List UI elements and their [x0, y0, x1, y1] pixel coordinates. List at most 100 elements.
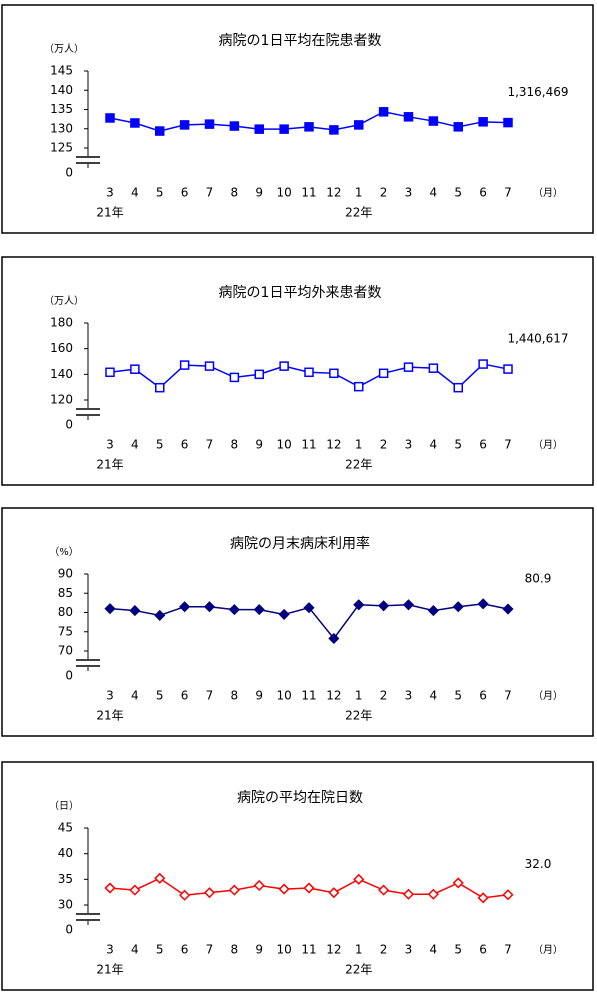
- x-tick-label: 5: [156, 438, 164, 452]
- x-tick-label: 3: [106, 438, 114, 452]
- marker: [354, 381, 364, 392]
- x-tick-label: 6: [479, 689, 487, 703]
- marker: [353, 873, 365, 885]
- x-tick-label: 4: [430, 186, 438, 200]
- year-label: 21年: [96, 709, 123, 723]
- x-unit-label: （月）: [533, 690, 563, 702]
- y-unit-label: （万人）: [44, 43, 84, 55]
- year-label: 21年: [96, 963, 123, 977]
- y-tick-label: 160: [50, 341, 73, 355]
- x-tick-label: 11: [301, 689, 316, 703]
- marker: [203, 601, 216, 613]
- x-tick-label: 8: [231, 438, 239, 452]
- marker: [279, 124, 289, 134]
- marker: [403, 112, 414, 122]
- y-tick-label: 80: [58, 605, 73, 619]
- x-tick-label: 7: [504, 943, 512, 957]
- chart-title: 病院の1日平均在院患者数: [219, 33, 382, 49]
- x-tick-label: 6: [479, 186, 487, 200]
- marker: [453, 122, 463, 132]
- marker: [477, 892, 489, 904]
- x-tick-label: 7: [504, 689, 512, 703]
- x-tick-label: 4: [430, 943, 438, 957]
- marker: [279, 361, 289, 371]
- x-tick-label: 3: [106, 186, 114, 200]
- x-tick-label: 7: [206, 186, 214, 200]
- marker: [452, 601, 464, 613]
- x-tick-label: 5: [156, 689, 164, 703]
- marker: [353, 599, 365, 611]
- y-zero-label: 0: [65, 669, 73, 683]
- x-tick-label: 11: [301, 186, 316, 200]
- y-zero-label: 0: [65, 418, 73, 432]
- x-tick-label: 4: [131, 689, 139, 703]
- x-tick-label: 4: [131, 186, 139, 200]
- marker: [329, 125, 339, 135]
- chart-title: 病院の1日平均外来患者数: [219, 285, 382, 301]
- marker: [105, 367, 115, 378]
- marker: [403, 362, 414, 372]
- marker: [428, 363, 439, 373]
- x-tick-label: 3: [405, 186, 413, 200]
- x-tick-label: 12: [326, 689, 341, 703]
- marker: [229, 372, 240, 383]
- marker: [253, 604, 265, 616]
- x-unit-label: （月）: [533, 944, 563, 956]
- marker: [278, 608, 290, 620]
- marker: [378, 107, 389, 117]
- x-tick-label: 3: [106, 943, 114, 957]
- x-tick-label: 6: [181, 186, 189, 200]
- y-tick-label: 140: [50, 83, 73, 97]
- y-unit-label: （%）: [49, 546, 79, 558]
- x-tick-label: 3: [405, 438, 413, 452]
- marker: [502, 603, 514, 615]
- panel-frame: [1, 256, 594, 486]
- x-tick-label: 3: [405, 689, 413, 703]
- x-tick-label: 9: [255, 438, 263, 452]
- marker: [154, 872, 166, 884]
- x-tick-label: 3: [405, 943, 413, 957]
- y-tick-label: 130: [50, 121, 73, 135]
- marker: [179, 601, 191, 613]
- marker: [254, 124, 264, 134]
- y-tick-label: 70: [58, 644, 73, 658]
- y-unit-label: （日）: [49, 800, 79, 812]
- marker: [254, 369, 264, 380]
- x-tick-label: 7: [206, 943, 214, 957]
- x-tick-label: 1: [355, 689, 363, 703]
- x-tick-label: 6: [479, 438, 487, 452]
- marker: [328, 632, 340, 645]
- x-tick-label: 1: [355, 186, 363, 200]
- x-tick-label: 7: [504, 438, 512, 452]
- x-tick-label: 6: [181, 689, 189, 703]
- x-tick-label: 2: [380, 438, 388, 452]
- y-tick-label: 45: [58, 821, 73, 835]
- y-tick-label: 145: [50, 64, 73, 78]
- marker: [453, 382, 463, 393]
- marker: [130, 118, 140, 128]
- y-tick-label: 35: [58, 872, 73, 886]
- year-label: 22年: [345, 963, 372, 977]
- y-tick-label: 180: [50, 316, 73, 330]
- marker: [427, 605, 439, 617]
- marker: [253, 879, 265, 892]
- y-tick-label: 85: [58, 586, 73, 600]
- y-tick-label: 120: [50, 393, 73, 407]
- y-tick-label: 90: [58, 567, 73, 581]
- y-tick-label: 135: [50, 102, 73, 116]
- y-tick-label: 140: [50, 367, 73, 381]
- annotation: 1,316,469: [507, 85, 568, 99]
- marker: [354, 120, 364, 130]
- year-label: 21年: [96, 206, 123, 220]
- chart-title: 病院の平均在院日数: [237, 790, 363, 806]
- marker: [503, 364, 513, 374]
- panel-frame: [1, 507, 594, 737]
- year-label: 22年: [345, 458, 372, 472]
- marker: [154, 609, 166, 621]
- x-tick-label: 5: [454, 943, 462, 957]
- x-tick-label: 9: [255, 186, 263, 200]
- x-tick-label: 10: [276, 689, 291, 703]
- x-tick-label: 6: [181, 438, 189, 452]
